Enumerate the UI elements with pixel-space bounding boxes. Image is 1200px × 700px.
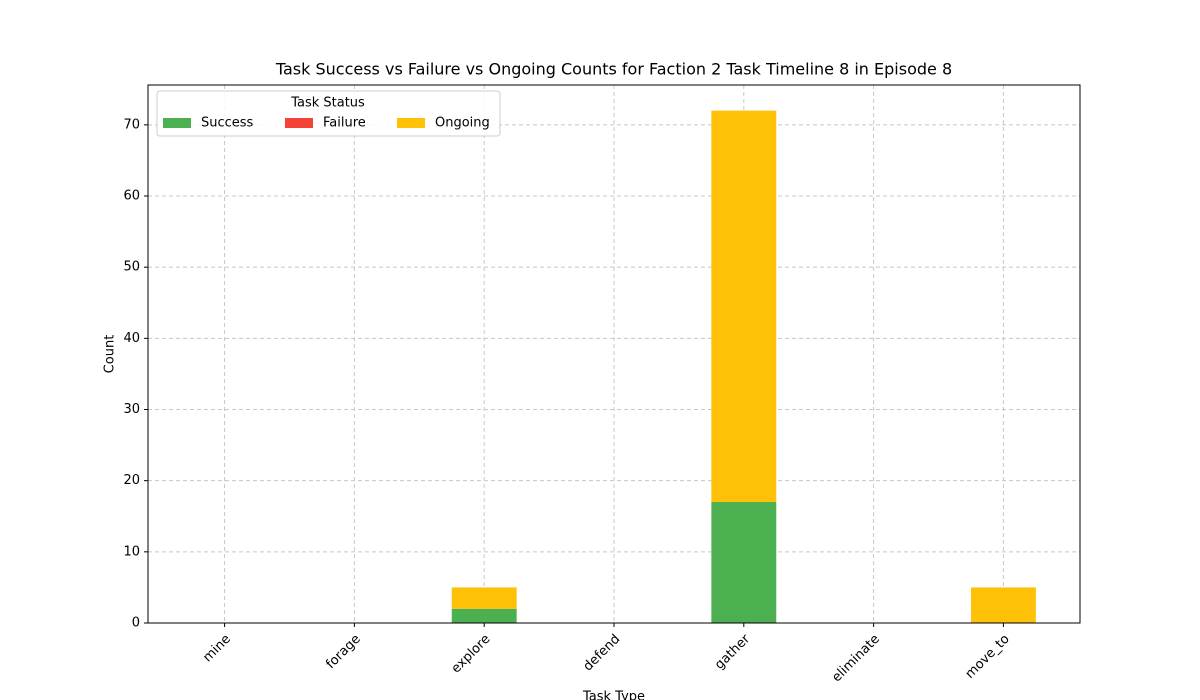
- y-tick-label: 60: [123, 189, 140, 204]
- legend-swatch: [285, 118, 313, 128]
- x-tick-label: eliminate: [829, 632, 883, 686]
- x-tick-label: mine: [200, 632, 234, 666]
- x-tick-label: move_to: [963, 632, 1013, 682]
- y-tick-label: 10: [123, 544, 140, 559]
- y-tick-label: 0: [132, 616, 140, 631]
- legend-label: Ongoing: [435, 116, 490, 131]
- bar-segment: [970, 587, 1036, 623]
- legend: Task Status Success Failure Ongoing: [156, 90, 501, 137]
- chart-title: Task Success vs Failure vs Ongoing Count…: [275, 60, 952, 79]
- x-tick-label: forage: [323, 632, 363, 672]
- bar-segment: [451, 587, 517, 609]
- x-tick-label: gather: [712, 631, 753, 672]
- bar-segment: [711, 110, 777, 503]
- bar-segment: [711, 502, 777, 623]
- legend-title: Task Status: [290, 96, 365, 111]
- legend-label: Failure: [323, 116, 366, 131]
- legend-swatch: [163, 118, 191, 128]
- legend-swatch: [397, 118, 425, 128]
- y-tick-label: 30: [123, 402, 140, 417]
- legend-label: Success: [201, 116, 254, 131]
- y-tick-label: 20: [123, 473, 140, 488]
- x-axis-label: Task Type: [582, 690, 645, 700]
- plot-frame: [147, 84, 1081, 624]
- y-tick-label: 70: [123, 117, 140, 132]
- bar-segment: [451, 608, 517, 623]
- x-tick-label: explore: [449, 632, 494, 677]
- x-tick-label: defend: [581, 632, 624, 675]
- y-tick-label: 50: [123, 260, 140, 275]
- y-tick-label: 40: [123, 331, 140, 346]
- y-axis-label: Count: [103, 335, 118, 374]
